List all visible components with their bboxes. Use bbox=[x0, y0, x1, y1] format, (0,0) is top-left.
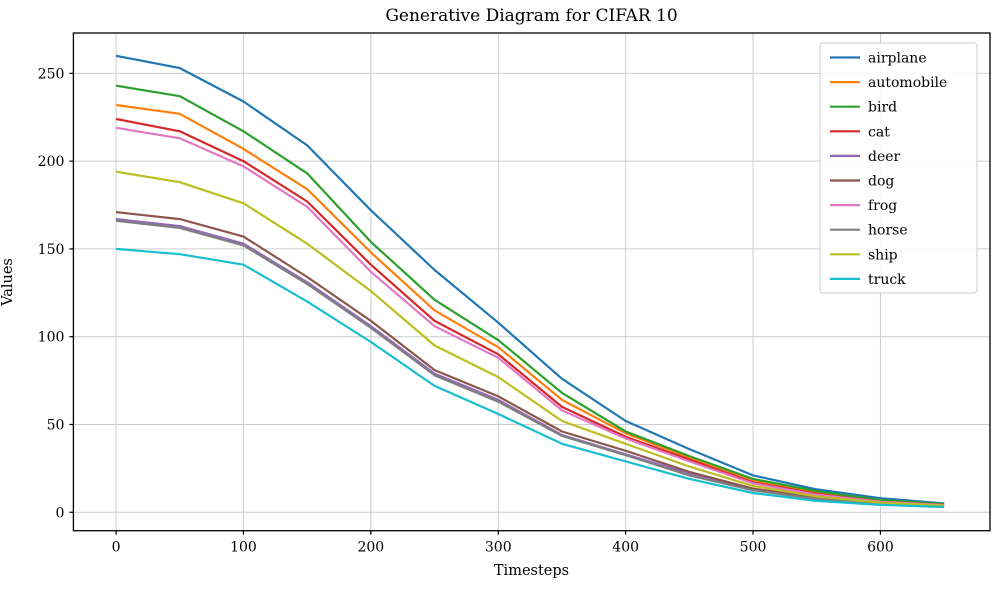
x-tick-label: 100 bbox=[230, 540, 257, 556]
y-tick-label: 250 bbox=[38, 66, 65, 82]
legend-item-cat: cat bbox=[830, 124, 890, 140]
legend-label-cat: cat bbox=[868, 124, 890, 140]
x-tick-label: 600 bbox=[867, 540, 894, 556]
legend-label-ship: ship bbox=[868, 247, 898, 263]
legend-item-automobile: automobile bbox=[830, 75, 947, 91]
legend-item-deer: deer bbox=[830, 149, 901, 165]
legend: airplane automobile bird cat deer dog frog hors… bbox=[819, 42, 978, 294]
legend-label-bird: bird bbox=[868, 100, 897, 116]
legend-item-frog: frog bbox=[830, 198, 897, 214]
series-line-ship bbox=[115, 170, 945, 507]
legend-label-deer: deer bbox=[868, 149, 901, 165]
series-line-frog bbox=[115, 126, 945, 507]
legend-item-ship: ship bbox=[830, 247, 898, 263]
chart-title: Generative Diagram for CIFAR 10 bbox=[385, 6, 678, 26]
legend-label-airplane: airplane bbox=[868, 51, 927, 67]
x-tick-label: 400 bbox=[612, 540, 639, 556]
legend-item-dog: dog bbox=[830, 174, 894, 190]
x-tick-label: 200 bbox=[357, 540, 384, 556]
x-tick-label: 500 bbox=[740, 540, 767, 556]
legend-item-bird: bird bbox=[830, 100, 897, 116]
legend-item-horse: horse bbox=[830, 223, 908, 239]
legend-label-frog: frog bbox=[868, 198, 897, 214]
plot-spines bbox=[72, 32, 991, 532]
ticks bbox=[69, 72, 882, 535]
series-line-bird bbox=[115, 84, 945, 506]
y-tick-label: 50 bbox=[47, 417, 65, 433]
y-tick-label: 0 bbox=[55, 505, 64, 521]
legend-item-airplane: airplane bbox=[830, 51, 927, 67]
y-tick-label: 200 bbox=[38, 154, 65, 170]
series-line-horse bbox=[115, 219, 945, 508]
series-line-airplane bbox=[115, 54, 945, 505]
x-tick-label: 0 bbox=[112, 540, 121, 556]
x-axis-label: Timesteps bbox=[493, 563, 570, 579]
legend-label-dog: dog bbox=[868, 174, 894, 190]
legend-label-automobile: automobile bbox=[868, 75, 947, 91]
legend-label-truck: truck bbox=[868, 272, 906, 288]
y-axis-label: Values bbox=[0, 258, 16, 306]
y-tick-label: 150 bbox=[38, 242, 65, 258]
y-tick-label: 100 bbox=[38, 330, 65, 346]
legend-item-truck: truck bbox=[830, 272, 906, 288]
legend-label-horse: horse bbox=[868, 223, 908, 239]
x-tick-label: 300 bbox=[485, 540, 512, 556]
series-line-truck bbox=[116, 247, 945, 509]
series-line-dog bbox=[115, 211, 945, 507]
series-lines bbox=[115, 54, 945, 509]
